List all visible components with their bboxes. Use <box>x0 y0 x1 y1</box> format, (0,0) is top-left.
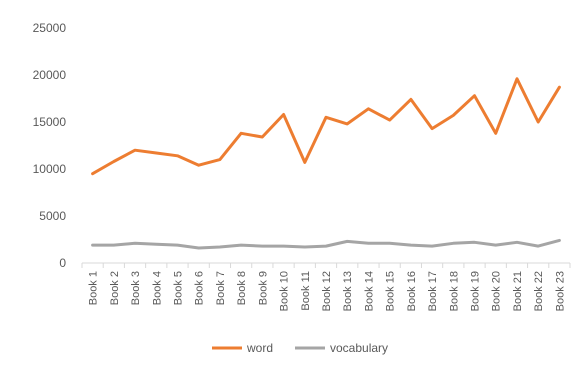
x-tick-label: Book 11 <box>300 271 312 311</box>
x-tick-label: Book 23 <box>554 271 566 311</box>
x-tick-label: Book 1 <box>88 271 100 305</box>
legend-label-vocabulary: vocabulary <box>330 341 388 355</box>
legend-label-word: word <box>246 341 273 355</box>
x-tick-label: Book 12 <box>321 271 333 311</box>
series-layer <box>91 77 561 250</box>
y-tick-label: 10000 <box>33 162 67 176</box>
legend: word vocabulary <box>212 341 388 355</box>
x-tick-label: Book 16 <box>406 271 418 311</box>
y-tick-label: 20000 <box>33 68 67 82</box>
y-axis: 0 5000 10000 15000 20000 25000 <box>33 21 67 270</box>
x-tick-label: Book 17 <box>427 271 439 311</box>
x-tick-label: Book 4 <box>151 271 163 305</box>
x-tick-label: Book 21 <box>512 271 524 311</box>
y-tick-label: 0 <box>59 256 66 270</box>
x-tick-label: Book 22 <box>533 271 545 311</box>
x-tick-label: Book 7 <box>215 271 227 305</box>
y-tick-label: 15000 <box>33 115 67 129</box>
series-line-vocabulary <box>91 238 561 250</box>
x-tick-label: Book 20 <box>491 271 503 311</box>
x-tick-label: Book 14 <box>363 271 375 311</box>
series-line-word <box>91 77 561 176</box>
x-tick-label: Book 5 <box>172 271 184 305</box>
y-tick-label: 25000 <box>33 21 67 35</box>
x-tick-label: Book 13 <box>342 271 354 311</box>
x-tick-label: Book 18 <box>448 271 460 311</box>
x-tick-label: Book 15 <box>385 271 397 311</box>
x-tick-label: Book 9 <box>257 271 269 305</box>
y-tick-label: 5000 <box>39 209 66 223</box>
x-tick-label: Book 2 <box>109 271 121 305</box>
x-tick-label: Book 3 <box>130 271 142 305</box>
x-tick-label: Book 10 <box>279 271 291 311</box>
x-tick-label: Book 8 <box>236 271 248 305</box>
x-axis: Book 1 Book 2 Book 3 Book 4 Book 5 Book 6 Book… <box>81 262 571 311</box>
x-tick-label: Book 19 <box>470 271 482 311</box>
x-tick-label: Book 6 <box>194 271 206 305</box>
